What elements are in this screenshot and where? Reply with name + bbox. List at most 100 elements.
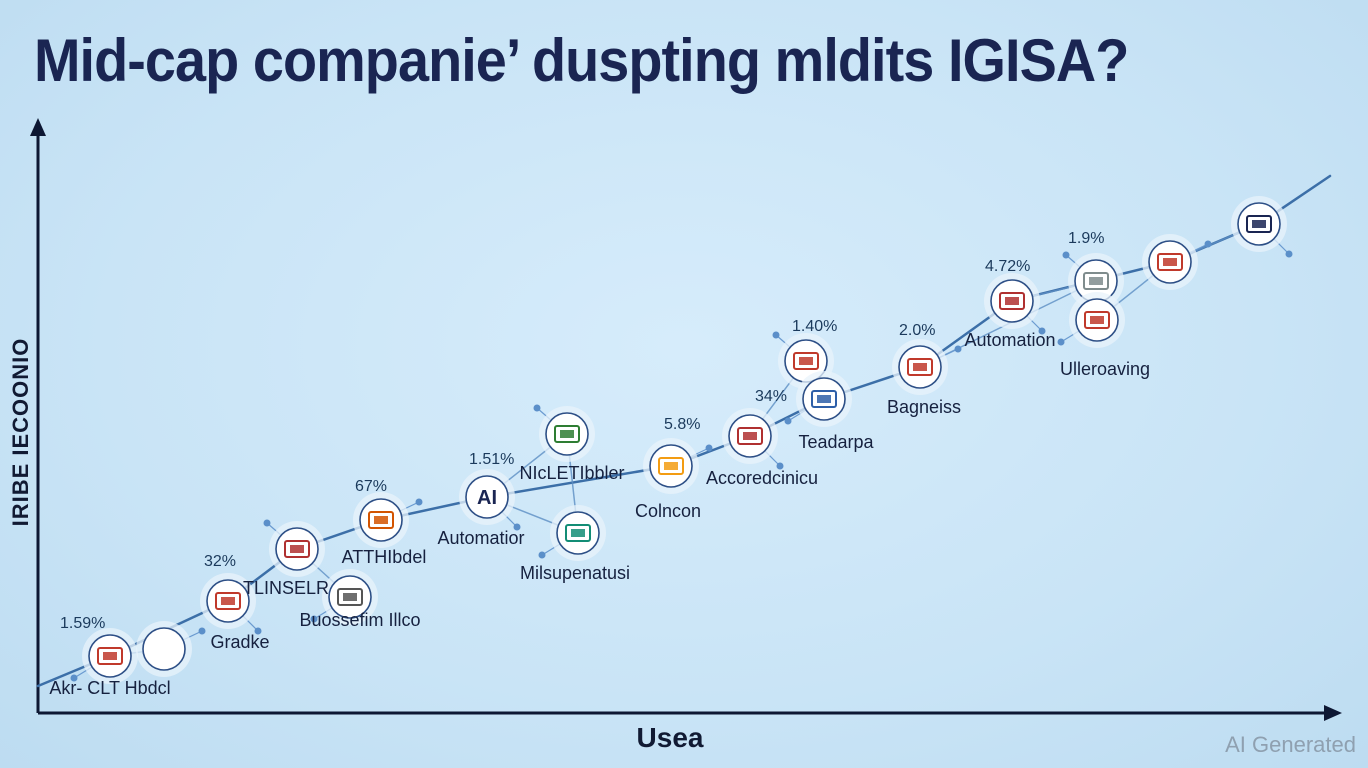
point-company-label: NIcLETIbbler <box>519 463 624 483</box>
red-seal-icon-fill <box>103 652 117 660</box>
red-square-icon <box>284 540 310 558</box>
data-point <box>353 492 409 548</box>
blue-emblem-icon-fill <box>817 395 831 403</box>
point-marker <box>142 627 186 671</box>
data-label-percent: 1.40% <box>792 318 837 335</box>
y-axis-label: IRIBE IECOONIO <box>8 337 33 527</box>
colorful-logo-icon <box>658 457 684 475</box>
red-box-icon-fill <box>743 432 757 440</box>
teal-panel-icon <box>565 524 591 542</box>
data-point <box>1142 234 1198 290</box>
data-point <box>136 621 192 677</box>
y-axis-arrow-icon <box>30 118 46 136</box>
spoke-dot <box>538 551 546 559</box>
small-red-logo-icon-fill <box>799 357 813 365</box>
data-point <box>539 406 595 462</box>
point-company-label: Buossefim Illco <box>299 610 420 630</box>
red-ring-logo-icon-fill <box>913 363 927 371</box>
chart-title: Mid-cap companie’ duspting mldits IGISA? <box>34 27 1129 94</box>
red-label-icon-fill <box>1005 297 1019 305</box>
colorful-logo-icon-fill <box>664 462 678 470</box>
spoke-dot <box>263 519 271 527</box>
data-label-percent: 32% <box>204 553 236 570</box>
point-company-label: Automation <box>964 330 1055 350</box>
orange-logo-icon <box>368 511 394 529</box>
spoke-dot <box>776 462 784 470</box>
navy-emblem-icon <box>1246 215 1272 233</box>
data-point <box>1231 196 1287 252</box>
red-ring-logo-icon <box>907 358 933 376</box>
spoke-dot <box>198 627 206 635</box>
spoke-dot <box>513 523 521 531</box>
brand-badge-icon <box>215 592 241 610</box>
x-axis-arrow-icon <box>1324 705 1342 721</box>
data-point <box>82 628 138 684</box>
spoke-dot <box>705 444 713 452</box>
spoke-dot <box>1038 327 1046 335</box>
data-point: AI <box>459 469 515 525</box>
outline-logo-icon-fill <box>343 593 357 601</box>
red-square-icon-fill <box>290 545 304 553</box>
point-company-label: Milsupenatusi <box>520 563 630 583</box>
spoke-dot <box>1285 250 1293 258</box>
data-label-percent: 4.72% <box>985 258 1030 275</box>
outline-logo-icon <box>337 588 363 606</box>
point-company-label: ATTHIbdel <box>342 547 427 567</box>
spoke-dot <box>533 404 541 412</box>
teal-panel-icon-fill <box>571 529 585 537</box>
data-point <box>643 438 699 494</box>
point-company-label: Akr- CLT Hbdcl <box>49 678 170 698</box>
point-company-label: Teadarpa <box>798 432 874 452</box>
green-bar-icon-fill <box>560 430 574 438</box>
red-seal-icon <box>97 647 123 665</box>
data-point <box>1069 292 1125 348</box>
spoke-dot <box>772 331 780 339</box>
spoke-dot <box>415 498 423 506</box>
grey-frame-icon-fill <box>1089 277 1103 285</box>
spoke-dot <box>1057 338 1065 346</box>
red-tag-icon <box>1157 253 1183 271</box>
ai-generated-watermark: AI Generated <box>1225 732 1356 757</box>
spoke-dot <box>954 345 962 353</box>
data-label-percent: 5.8% <box>664 416 700 433</box>
x-axis-label: Usea <box>636 722 704 753</box>
data-point <box>892 339 948 395</box>
spoke-dot <box>310 615 318 623</box>
small-red-logo-icon <box>793 352 819 370</box>
data-point <box>200 573 256 629</box>
data-point <box>796 371 852 427</box>
grey-frame-icon <box>1083 272 1109 290</box>
data-point <box>984 273 1040 329</box>
data-point <box>322 569 378 625</box>
data-label-percent: 1.59% <box>60 615 105 632</box>
brand-badge-icon-fill <box>221 597 235 605</box>
point-company-label: Automatior <box>437 528 524 548</box>
spoke-dot <box>70 674 78 682</box>
data-label-percent: 1.9% <box>1068 230 1104 247</box>
data-label-percent: 67% <box>355 478 387 495</box>
data-label-percent: 2.0% <box>899 322 935 339</box>
blue-emblem-icon <box>811 390 837 408</box>
orange-logo-icon-fill <box>374 516 388 524</box>
point-company-label: Ulleroaving <box>1060 359 1150 379</box>
point-company-label: Accoredcinicu <box>706 468 818 488</box>
point-company-label: Colncon <box>635 501 701 521</box>
red-tag-icon-fill <box>1163 258 1177 266</box>
data-point <box>1068 253 1124 309</box>
red-label-icon <box>999 292 1025 310</box>
point-company-label: Bagneiss <box>887 397 961 417</box>
navy-emblem-icon-fill <box>1252 220 1266 228</box>
spoke-dot <box>1062 251 1070 259</box>
spoke-dot <box>254 627 262 635</box>
red-stamp-icon-fill <box>1090 316 1104 324</box>
data-point <box>550 505 606 561</box>
data-label-percent: 1.51% <box>469 451 514 468</box>
red-box-icon <box>737 427 763 445</box>
data-label-percent: 34% <box>755 388 787 405</box>
green-bar-icon <box>554 425 580 443</box>
ai-letters-icon: AI <box>477 487 497 509</box>
spoke-dot <box>784 417 792 425</box>
data-point <box>722 408 778 464</box>
point-company-label: TLINSELR <box>243 578 329 598</box>
